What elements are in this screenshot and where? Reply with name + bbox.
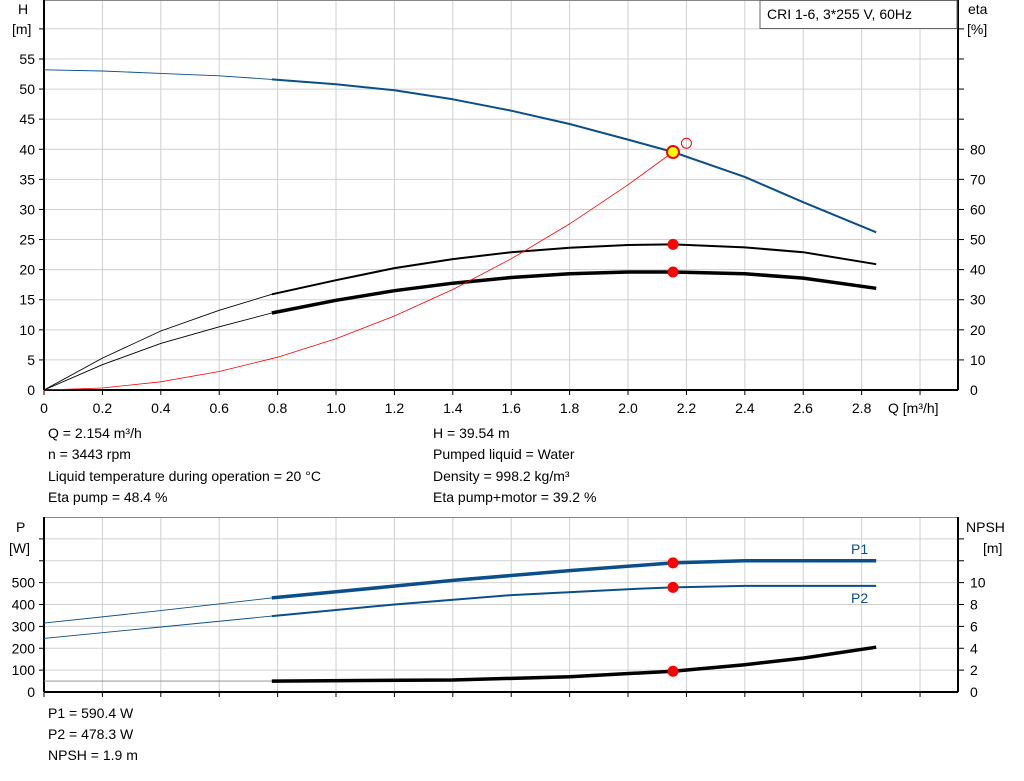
eta-axis-unit: [%]: [967, 21, 987, 37]
curve-eta_pump_motor: [271, 270, 877, 315]
duty-point-h: [665, 145, 680, 160]
npsh-axis-unit: [m]: [983, 540, 1002, 556]
info-temp: Liquid temperature during operation = 20…: [48, 468, 321, 484]
y-right-tick-label: 60: [970, 201, 986, 217]
y-tick-label: 0: [27, 684, 35, 700]
y-tick-label: 40: [19, 141, 35, 157]
y-tick-label: 25: [19, 232, 35, 248]
info-eta-pump-motor: Eta pump+motor = 39.2 %: [433, 489, 597, 505]
curve-P1-extrapolated: [43, 597, 272, 624]
curve-eta_pump_motor-extrapolated: [43, 312, 272, 391]
p-axis-label: P: [16, 519, 25, 535]
y-right-tick-label: 0: [970, 684, 978, 700]
h-axis-unit: [m]: [12, 21, 31, 37]
x-tick-label: 1.6: [501, 400, 521, 416]
p2-curve-label: P2: [851, 590, 868, 606]
x-tick-label: 1.8: [560, 400, 580, 416]
y-right-tick-label: 30: [970, 292, 986, 308]
y-right-tick-label: 8: [970, 597, 978, 613]
x-tick-label: 1.2: [385, 400, 405, 416]
y-tick-label: 100: [12, 662, 36, 678]
y-tick-label: 50: [19, 81, 35, 97]
info-p2: P2 = 478.3 W: [48, 726, 134, 742]
x-tick-label: 2.8: [852, 400, 872, 416]
y-right-tick-label: 6: [970, 618, 978, 634]
y-tick-label: 30: [19, 201, 35, 217]
info-n: n = 3443 rpm: [48, 446, 131, 462]
x-tick-label: 1.0: [326, 400, 346, 416]
y-right-tick-label: 80: [970, 141, 986, 157]
info-density: Density = 998.2 kg/m³: [433, 468, 570, 484]
curve-NPSH: [271, 645, 877, 683]
curve-H: [271, 78, 877, 234]
y-tick-label: 500: [12, 575, 36, 591]
y-right-tick-label: 10: [970, 575, 986, 591]
y-tick-label: 35: [19, 171, 35, 187]
x-tick-label: 2.4: [735, 400, 755, 416]
p-axis-unit: [W]: [9, 540, 30, 556]
title-box: CRI 1-6, 3*255 V, 60Hz: [759, 0, 958, 29]
p1-curve-label: P1: [851, 541, 868, 557]
info-npsh: NPSH = 1.9 m: [48, 747, 138, 763]
y-right-tick-label: 20: [970, 322, 986, 338]
curve-system_curve: [43, 151, 674, 391]
top-grid: [39, 0, 964, 395]
curve-H-extrapolated: [43, 69, 272, 80]
info-h: H = 39.54 m: [433, 425, 510, 441]
x-tick-label: 0.2: [93, 400, 113, 416]
y-tick-label: 0: [27, 382, 35, 398]
curve-P2-extrapolated: [43, 615, 272, 639]
info-q: Q = 2.154 m³/h: [48, 425, 142, 441]
bottom-grid: [39, 517, 964, 697]
y-tick-label: 45: [19, 111, 35, 127]
tick-labels: 0510152025303540455055010203040506070800…: [12, 51, 986, 700]
duty-point-eta-pump: [667, 238, 679, 250]
y-right-tick-label: 40: [970, 262, 986, 278]
q-axis-label: Q [m³/h]: [888, 400, 939, 416]
open-marker: [680, 137, 692, 149]
x-tick-label: 0: [40, 400, 48, 416]
h-axis-label: H: [18, 1, 28, 17]
y-right-tick-label: 2: [970, 662, 978, 678]
y-tick-label: 10: [19, 322, 35, 338]
x-tick-label: 0.4: [151, 400, 171, 416]
y-right-tick-label: 0: [970, 382, 978, 398]
duty-point-p1: [667, 557, 679, 569]
y-tick-label: 200: [12, 640, 36, 656]
x-tick-label: 1.4: [443, 400, 463, 416]
duty-point-p2: [667, 581, 679, 593]
info-liquid: Pumped liquid = Water: [433, 446, 575, 462]
duty-point-eta-pump-motor: [667, 266, 679, 278]
y-tick-label: 5: [27, 352, 35, 368]
y-tick-label: 55: [19, 51, 35, 67]
curve-P2: [271, 584, 877, 618]
npsh-axis-label: NPSH: [966, 519, 1005, 535]
eta-axis-label: eta: [968, 1, 988, 17]
title-text: CRI 1-6, 3*255 V, 60Hz: [767, 6, 912, 22]
x-tick-label: 2.6: [793, 400, 813, 416]
y-tick-label: 300: [12, 618, 36, 634]
y-tick-label: 15: [19, 292, 35, 308]
x-tick-label: 2.2: [677, 400, 697, 416]
curve-eta_pump: [271, 243, 877, 296]
info-eta-pump: Eta pump = 48.4 %: [48, 489, 168, 505]
y-right-tick-label: 70: [970, 171, 986, 187]
y-right-tick-label: 10: [970, 352, 986, 368]
info-p1: P1 = 590.4 W: [48, 705, 134, 721]
y-tick-label: 20: [19, 262, 35, 278]
curve-eta_pump-extrapolated: [43, 293, 272, 391]
x-tick-label: 0.6: [209, 400, 229, 416]
duty-point-npsh: [667, 665, 679, 677]
x-tick-label: 2.0: [618, 400, 638, 416]
x-tick-label: 0.8: [268, 400, 288, 416]
y-right-tick-label: 50: [970, 232, 986, 248]
curve-P1: [271, 559, 877, 600]
curves: [43, 69, 877, 683]
y-right-tick-label: 4: [970, 640, 978, 656]
y-tick-label: 400: [12, 597, 36, 613]
